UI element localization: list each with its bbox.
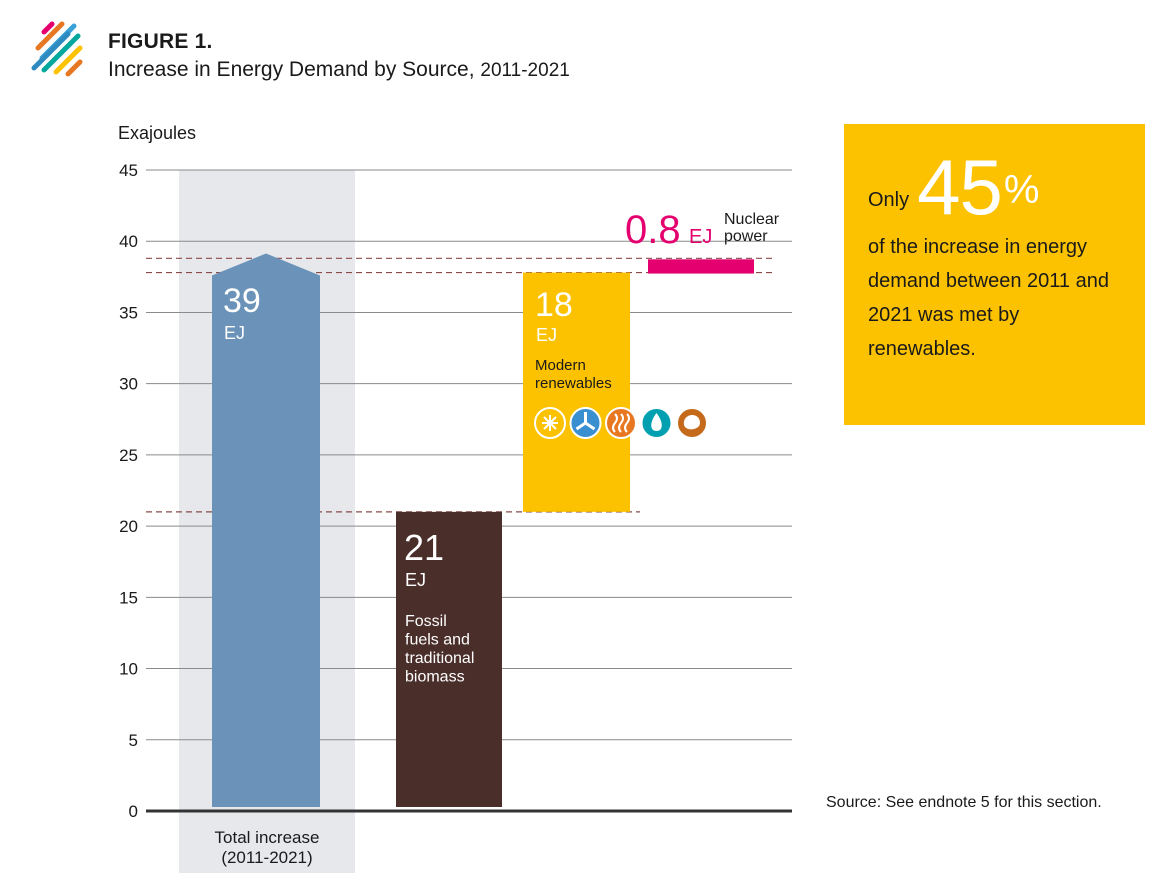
bar-category-label: Fossil fuels and traditional biomass [405,613,474,686]
bar-unit-label: EJ [536,325,557,345]
report-logo-icon [31,21,83,77]
y-tick-label: 30 [119,375,138,394]
figure-label: FIGURE 1. [108,30,213,53]
callout-unit: % [1003,168,1040,212]
y-tick-label: 0 [129,802,138,821]
bar-unit-label: EJ [224,323,245,343]
biomass-leaf-icon [676,407,708,439]
bar-unit-label: EJ [405,570,426,590]
wind-turbine-icon [569,407,602,439]
bar-value-label: 18 [535,286,573,324]
x-category-label: Total increase (2011-2021) [215,828,320,867]
bar-category-label: Nuclear power [724,211,780,245]
y-tick-label: 5 [129,731,138,750]
source-note: Source: See endnote 5 for this section. [826,794,1102,811]
y-tick-label: 10 [119,660,138,679]
y-tick-label: 25 [119,446,138,465]
y-tick-label: 15 [119,588,138,607]
bar-value-label: 39 [223,282,261,320]
bar-unit-label: EJ [689,226,712,248]
callout-prefix: Only [868,189,910,211]
callout-value: 45 [917,143,1003,231]
bar-fossil [396,511,502,807]
y-tick-label: 20 [119,517,138,536]
figure-title: Increase in Energy Demand by Source, 201… [108,58,570,82]
y-axis-label: Exajoules [118,123,196,143]
waterfall-chart: Exajoules05101520253035404539EJ21EJFossi… [118,123,792,873]
y-tick-label: 35 [119,303,138,322]
bar-total [212,253,320,807]
bar-category-label: Modern renewables [535,357,612,392]
sun-icon [534,407,566,439]
y-tick-label: 45 [119,161,138,180]
water-drop-icon [640,407,673,439]
callout-text: of the increase in energy demand between… [868,236,1109,360]
bar-nuclear [648,259,754,274]
bar-value-label: 21 [404,527,444,568]
callout-box: Only 45 % of the increase in energy dema… [844,124,1145,425]
heat-waves-icon [605,407,637,439]
figure-title-main: Increase in Energy Demand by Source, [108,58,475,81]
figure-title-years: 2011-2021 [480,60,570,81]
y-tick-label: 40 [119,232,138,251]
bar-renewables [523,272,630,512]
bar-value-label: 0.8 [625,208,681,252]
